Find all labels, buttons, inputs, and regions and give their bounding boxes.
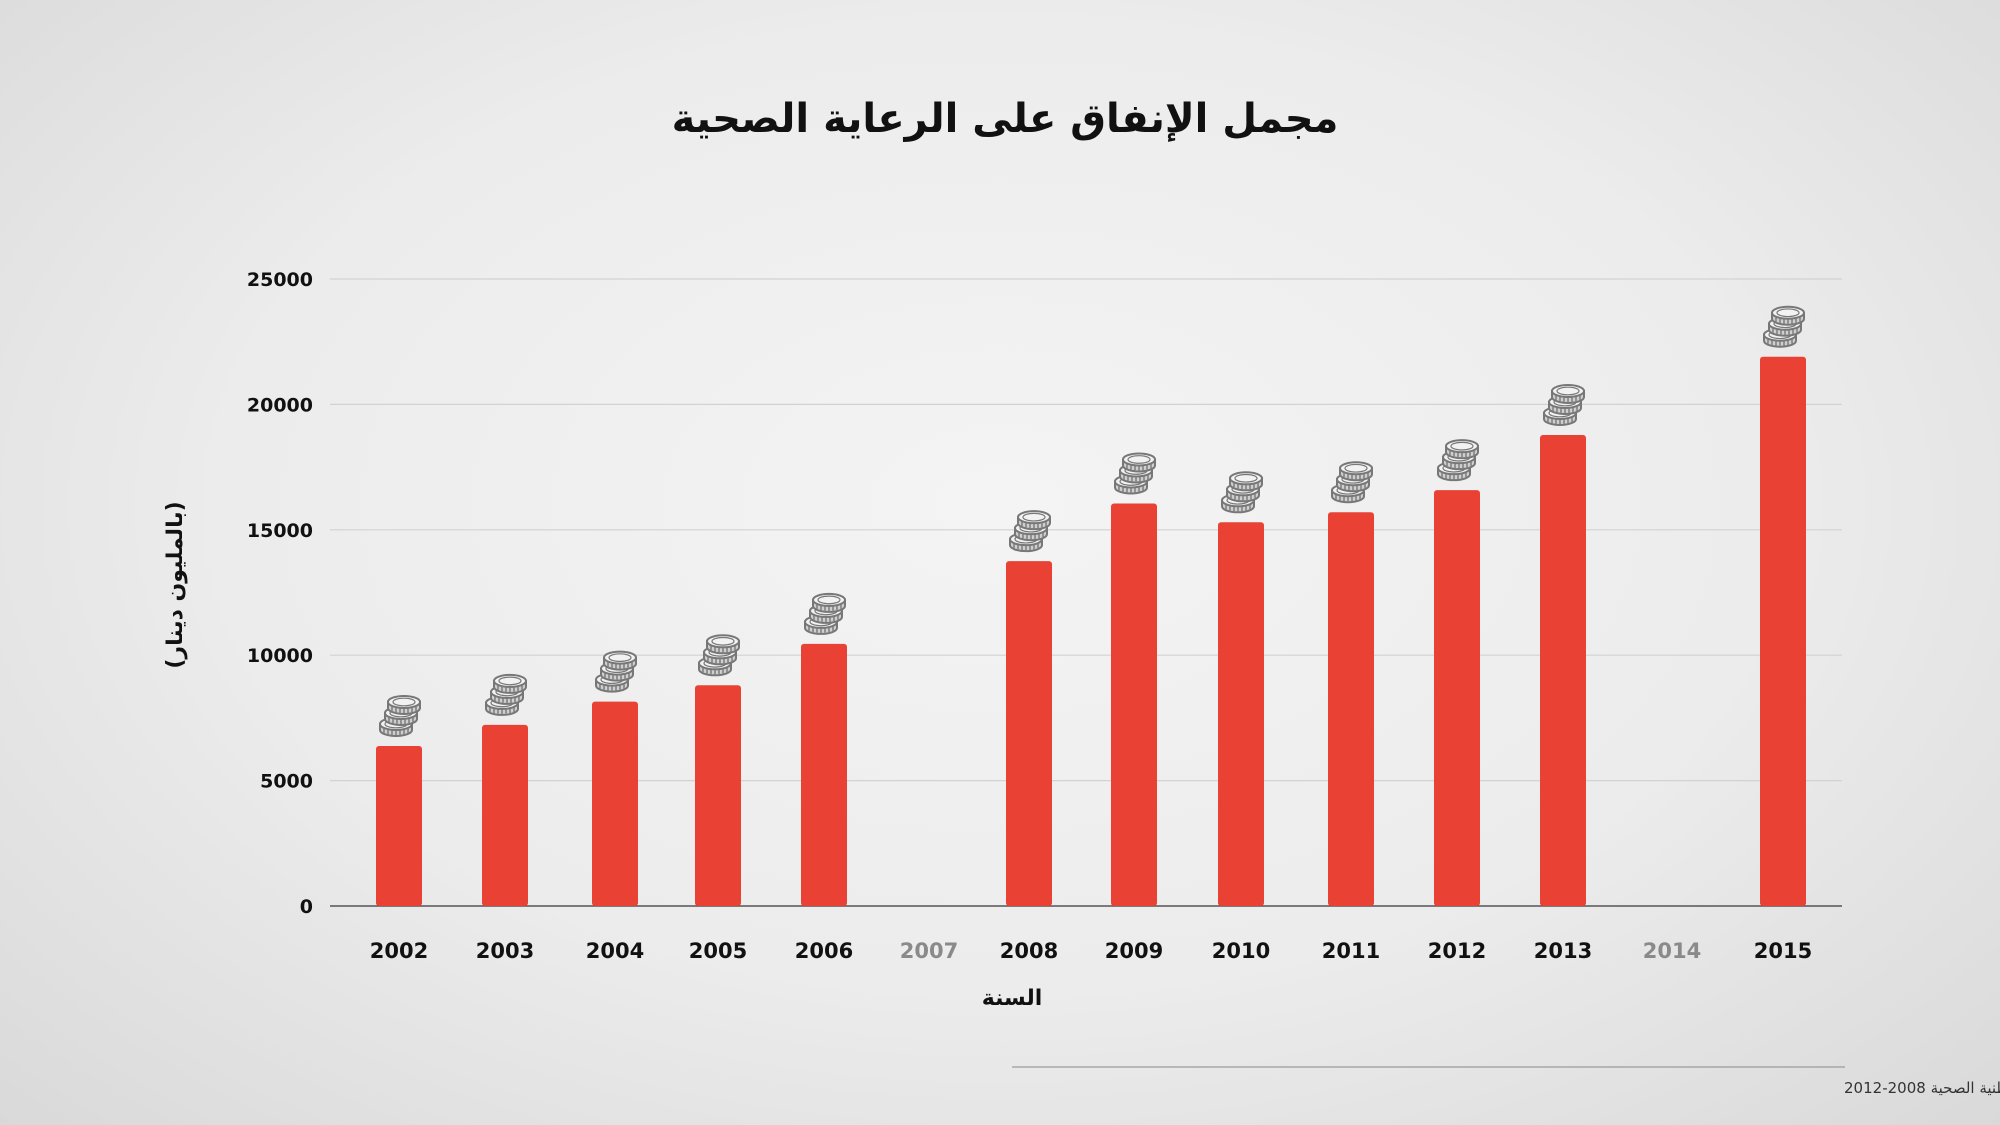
coin-rim: [1450, 441, 1474, 451]
coin-stack-icon: [804, 592, 846, 635]
x-axis-ticks: 2002 2003 2004 2005 2006 2007 2008 2009 2010 2011…: [370, 939, 1812, 963]
x-tick-label: 2007: [900, 939, 958, 963]
bar-2009: [1111, 503, 1157, 906]
coin-stack-icon: [1331, 461, 1373, 504]
x-tick-label: 2011: [1322, 939, 1380, 963]
x-tick-label: 2003: [476, 939, 534, 963]
y-axis-label: (بالمليون دينار): [163, 501, 188, 668]
x-tick-label: 2015: [1754, 939, 1812, 963]
x-tick-label: 2014: [1643, 939, 1701, 963]
bar-2012: [1434, 490, 1480, 906]
coin-icons: [379, 305, 1805, 737]
x-tick-label: 2005: [689, 939, 747, 963]
coin-stack-icon: [698, 634, 740, 677]
bars: [376, 356, 1806, 906]
y-tick-label: 15000: [247, 520, 313, 542]
x-tick-label: 2004: [586, 939, 644, 963]
coin-rim: [1344, 463, 1368, 473]
y-tick-label: 20000: [247, 394, 313, 416]
coin-stack-icon: [1009, 510, 1051, 553]
x-tick-label: 2010: [1212, 939, 1270, 963]
coin-rim: [392, 697, 416, 707]
bar-2003: [482, 724, 528, 906]
coin-stack-icon: [1114, 452, 1156, 495]
x-axis-label: السنة: [982, 986, 1043, 1011]
coin-stack-icon: [485, 673, 527, 716]
x-tick-label: 2009: [1105, 939, 1163, 963]
coin-rim: [817, 595, 841, 605]
gridlines: [330, 278, 1842, 907]
y-tick-label: 0: [300, 896, 313, 918]
coin-stack-icon: [1221, 471, 1263, 514]
chart-title: مجمل الإنفاق على الرعاية الصحية: [672, 96, 1339, 142]
y-axis-ticks: 0 5000 10000 15000 20000 25000: [247, 269, 313, 918]
x-tick-label: 2006: [795, 939, 853, 963]
coin-rim: [498, 676, 522, 686]
y-tick-label: 10000: [247, 645, 313, 667]
bar-2010: [1218, 522, 1264, 906]
coin-rim: [1556, 386, 1580, 396]
bar-2008: [1006, 561, 1052, 906]
coin-rim: [711, 636, 735, 646]
coin-stack-icon: [1543, 383, 1585, 426]
x-tick-label: 2013: [1534, 939, 1592, 963]
coin-stack-icon: [1437, 439, 1479, 482]
bar-2005: [695, 685, 741, 906]
coin-stack-icon: [1763, 305, 1805, 348]
x-tick-label: 2008: [1000, 939, 1058, 963]
bar-2002: [376, 745, 422, 906]
x-tick-label: 2012: [1428, 939, 1486, 963]
coin-rim: [1022, 512, 1046, 522]
bar-2004: [592, 701, 638, 906]
coin-stack-icon: [379, 694, 421, 737]
y-tick-label: 25000: [247, 269, 313, 291]
y-tick-label: 5000: [260, 771, 313, 793]
coin-rim: [1234, 473, 1258, 483]
bar-2006: [801, 643, 847, 906]
coin-rim: [1127, 455, 1151, 464]
coin-stack-icon: [595, 650, 637, 693]
coin-rim: [1776, 308, 1800, 318]
bar-2015: [1760, 356, 1806, 906]
x-tick-label: 2002: [370, 939, 428, 963]
coin-rim: [608, 653, 632, 662]
bar-2013: [1540, 434, 1586, 906]
source-note: المصدر: الاستراتيجية الصحية الوطنية في ا…: [1844, 1078, 2000, 1098]
bar-2011: [1328, 512, 1374, 906]
